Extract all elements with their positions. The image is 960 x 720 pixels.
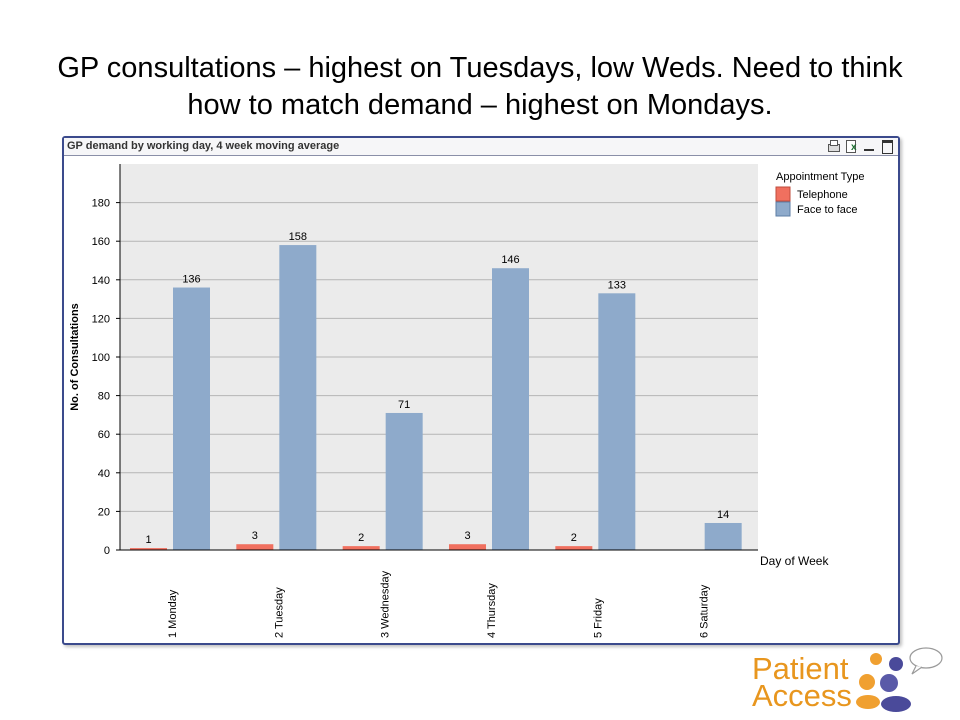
legend-swatch-telephone: [775, 186, 791, 202]
bar-face-to-face[interactable]: [704, 522, 742, 550]
legend: Appointment Type Telephone Face to face: [775, 171, 864, 217]
bar-telephone[interactable]: [236, 544, 274, 550]
y-tick-label: 80: [98, 391, 110, 403]
logo-text-patient: Patient: [752, 651, 849, 686]
y-axis-ticks: 0 20 40 60 80 100 120 140 160 180: [92, 198, 120, 557]
maximize-icon[interactable]: [880, 139, 894, 154]
x-tick-label: 3 Wednesday: [380, 570, 392, 638]
chart-panel-tools: [826, 139, 894, 154]
x-axis-ticks: 1 Monday 2 Tuesday 3 Wednesday 4 Thursday 5 …: [167, 570, 711, 638]
y-tick-label: 20: [98, 506, 110, 518]
data-label: 2: [571, 532, 577, 544]
legend-label-telephone[interactable]: Telephone: [797, 189, 848, 201]
bar-telephone[interactable]: [342, 546, 380, 550]
chart-panel-caption: GP demand by working day, 4 week moving …: [64, 138, 898, 156]
data-label: 3: [464, 530, 470, 542]
legend-label-face-to-face[interactable]: Face to face: [797, 204, 858, 216]
data-label: 158: [289, 231, 307, 243]
print-icon[interactable]: [826, 139, 840, 153]
data-label: 1: [145, 534, 151, 546]
slide-title: GP consultations – highest on Tuesdays, …: [57, 52, 903, 121]
bars: [130, 245, 742, 550]
y-tick-label: 0: [104, 545, 110, 557]
data-label: 2: [358, 532, 364, 544]
bar-face-to-face[interactable]: [173, 287, 210, 550]
bar-face-to-face[interactable]: [598, 293, 636, 550]
chart-panel-title: GP demand by working day, 4 week moving …: [67, 140, 340, 152]
minimize-icon[interactable]: [862, 139, 876, 153]
y-tick-label: 100: [92, 352, 110, 364]
bar-face-to-face[interactable]: [279, 245, 317, 550]
y-tick-label: 160: [92, 236, 110, 248]
x-tick-label: 1 Monday: [167, 589, 179, 638]
bar-telephone[interactable]: [555, 546, 593, 550]
data-label: 146: [501, 254, 519, 266]
bar-telephone[interactable]: [449, 544, 486, 550]
legend-swatch-face-to-face: [775, 201, 791, 217]
y-tick-label: 40: [98, 468, 110, 480]
gridlines: [120, 202, 758, 512]
data-label: 14: [717, 509, 729, 521]
x-tick-label: 5 Friday: [592, 598, 604, 638]
patient-access-logo: Patient Access: [750, 646, 950, 712]
bar-face-to-face[interactable]: [385, 412, 423, 550]
bar-telephone[interactable]: [130, 548, 167, 550]
chart-panel: GP demand by working day, 4 week moving …: [62, 136, 900, 645]
data-label: 133: [608, 279, 626, 291]
bar-face-to-face[interactable]: [492, 268, 529, 550]
data-label: 136: [182, 274, 200, 286]
x-tick-label: 6 Saturday: [699, 584, 711, 638]
y-tick-label: 60: [98, 429, 110, 441]
legend-title: Appointment Type: [776, 171, 864, 183]
logo-text-access: Access: [752, 678, 852, 713]
x-tick-label: 4 Thursday: [486, 583, 498, 638]
export-excel-icon[interactable]: [844, 139, 858, 153]
y-tick-label: 140: [92, 275, 110, 287]
data-label: 71: [398, 399, 410, 411]
data-label: 3: [252, 530, 258, 542]
y-tick-label: 180: [92, 198, 110, 210]
people-speech-icon: [856, 647, 943, 712]
y-axis-label: No. of Consultations: [69, 303, 81, 411]
x-axis-label: Day of Week: [760, 554, 829, 568]
x-tick-label: 2 Tuesday: [273, 587, 285, 638]
y-tick-label: 120: [92, 313, 110, 325]
data-labels: 1 136 3 158 2 71 3 146 2 133 14: [145, 231, 729, 546]
